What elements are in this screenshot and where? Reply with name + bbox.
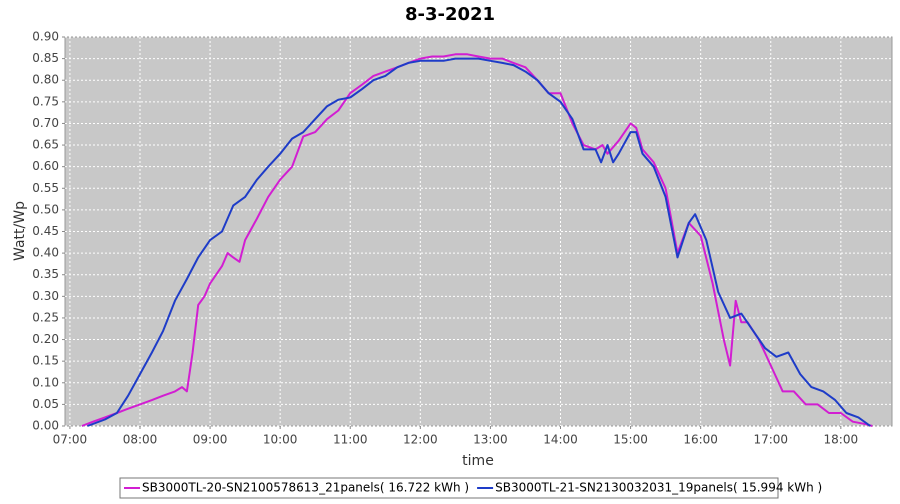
x-tick-label: 09:00: [193, 433, 228, 447]
chart-title: 8-3-2021: [405, 4, 495, 25]
x-tick-label: 16:00: [683, 433, 718, 447]
legend-label: SB3000TL-21-SN2130032031_19panels( 15.99…: [495, 481, 822, 495]
y-tick-label: 0.85: [32, 51, 59, 65]
y-tick-label: 0.35: [32, 267, 59, 281]
y-axis-label: Watt/Wp: [12, 201, 28, 261]
y-tick-label: 0.00: [32, 419, 59, 433]
x-tick-label: 11:00: [333, 433, 368, 447]
y-tick-label: 0.25: [32, 310, 59, 324]
y-tick-label: 0.10: [32, 375, 59, 389]
x-tick-label: 15:00: [613, 433, 648, 447]
x-tick-label: 14:00: [543, 433, 578, 447]
y-tick-label: 0.05: [32, 397, 59, 411]
x-tick-label: 10:00: [263, 433, 298, 447]
y-tick-label: 0.40: [32, 246, 59, 260]
x-tick-label: 13:00: [473, 433, 508, 447]
series-line: [81, 53, 873, 427]
y-tick-label: 0.90: [32, 30, 59, 44]
legend: [119, 477, 779, 499]
y-tick-label: 0.75: [32, 94, 59, 108]
y-tick-label: 0.60: [32, 159, 59, 173]
y-tick-label: 0.65: [32, 138, 59, 152]
legend-label: SB3000TL-20-SN2100578613_21panels( 16.72…: [142, 481, 469, 495]
x-tick-label: 17:00: [753, 433, 788, 447]
series-line: [87, 57, 871, 427]
y-tick-label: 0.30: [32, 289, 59, 303]
y-tick-label: 0.20: [32, 332, 59, 346]
x-axis-label: time: [462, 453, 494, 469]
y-tick-label: 0.80: [32, 73, 59, 87]
y-tick-label: 0.45: [32, 224, 59, 238]
y-tick-label: 0.50: [32, 202, 59, 216]
y-tick-label: 0.15: [32, 354, 59, 368]
x-tick-label: 07:00: [53, 433, 88, 447]
y-tick-label: 0.55: [32, 181, 59, 195]
x-tick-label: 08:00: [123, 433, 158, 447]
x-tick-label: 12:00: [403, 433, 438, 447]
y-tick-label: 0.70: [32, 116, 59, 130]
x-tick-label: 18:00: [824, 433, 859, 447]
